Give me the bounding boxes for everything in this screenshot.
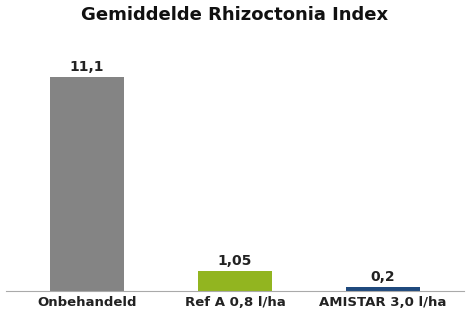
Bar bbox=[346, 287, 420, 291]
Bar bbox=[198, 271, 272, 291]
Bar bbox=[50, 77, 124, 291]
Text: 0,2: 0,2 bbox=[371, 270, 395, 284]
Text: 11,1: 11,1 bbox=[70, 60, 104, 74]
Title: Gemiddelde Rhizoctonia Index: Gemiddelde Rhizoctonia Index bbox=[81, 6, 389, 24]
Text: 1,05: 1,05 bbox=[218, 254, 252, 268]
